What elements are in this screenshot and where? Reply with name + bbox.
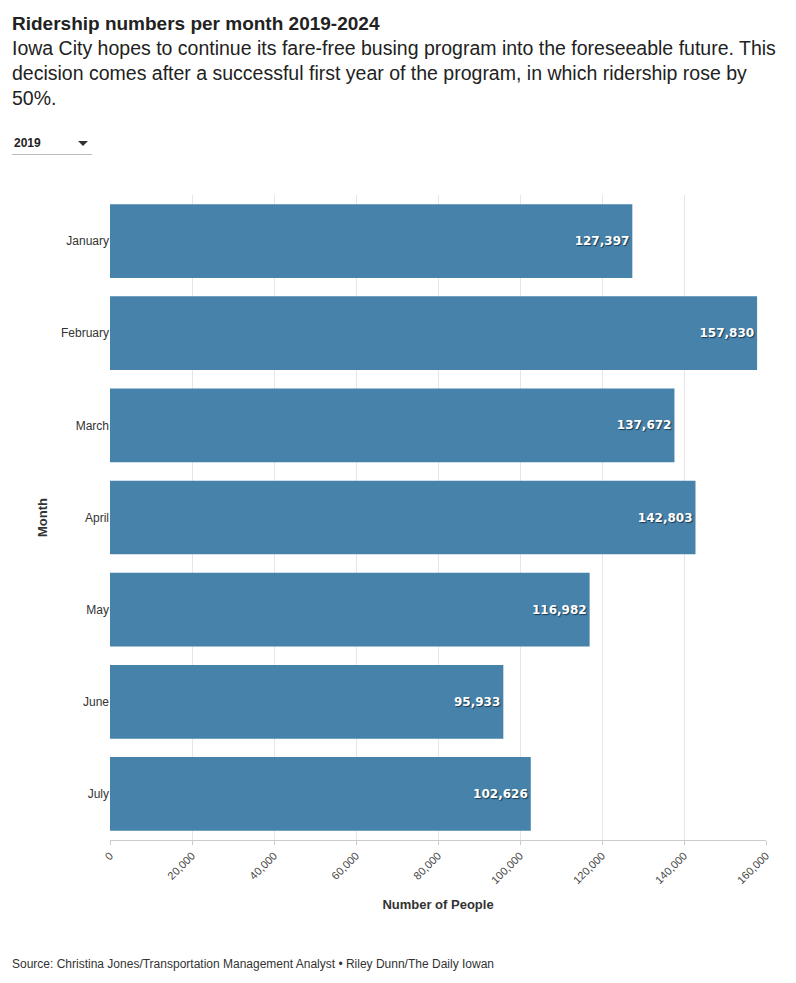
html-text:2019: 2019 bbox=[14, 136, 41, 150]
svg-text:100,000: 100,000 bbox=[489, 850, 526, 887]
svg-text:120,000: 120,000 bbox=[571, 850, 608, 887]
svg-text:20,000: 20,000 bbox=[165, 850, 197, 882]
svg-text:127,397: 127,397 bbox=[575, 234, 630, 248]
svg-text:July: July bbox=[88, 787, 109, 801]
svg-text:160,000: 160,000 bbox=[735, 850, 772, 887]
html-text:Source: Christina Jones/Transp: Source: Christina Jones/Transportation M… bbox=[12, 957, 494, 971]
svg-text:Number of People: Number of People bbox=[382, 897, 493, 912]
svg-text:Month: Month bbox=[35, 498, 50, 537]
svg-text:40,000: 40,000 bbox=[247, 850, 279, 882]
svg-text:102,626: 102,626 bbox=[473, 787, 528, 801]
html-text:Iowa City hopes to continue it: Iowa City hopes to continue its fare-fre… bbox=[12, 37, 776, 109]
svg-text:116,982: 116,982 bbox=[532, 603, 587, 617]
svg-text:137,672: 137,672 bbox=[617, 418, 672, 432]
svg-text:May: May bbox=[86, 603, 109, 617]
svg-text:60,000: 60,000 bbox=[329, 850, 361, 882]
svg-text:0: 0 bbox=[102, 850, 115, 863]
html-text:Ridership numbers per month 20: Ridership numbers per month 2019-2024 bbox=[12, 13, 380, 34]
svg-text:March: March bbox=[76, 419, 109, 433]
svg-text:January: January bbox=[66, 234, 109, 248]
svg-text:142,803: 142,803 bbox=[638, 511, 693, 525]
svg-text:95,933: 95,933 bbox=[454, 695, 500, 709]
svg-text:140,000: 140,000 bbox=[653, 850, 690, 887]
svg-text:April: April bbox=[85, 511, 109, 525]
svg-text:80,000: 80,000 bbox=[411, 850, 443, 882]
svg-text:157,830: 157,830 bbox=[699, 326, 754, 340]
svg-text:February: February bbox=[61, 326, 109, 340]
svg-text:June: June bbox=[83, 695, 109, 709]
